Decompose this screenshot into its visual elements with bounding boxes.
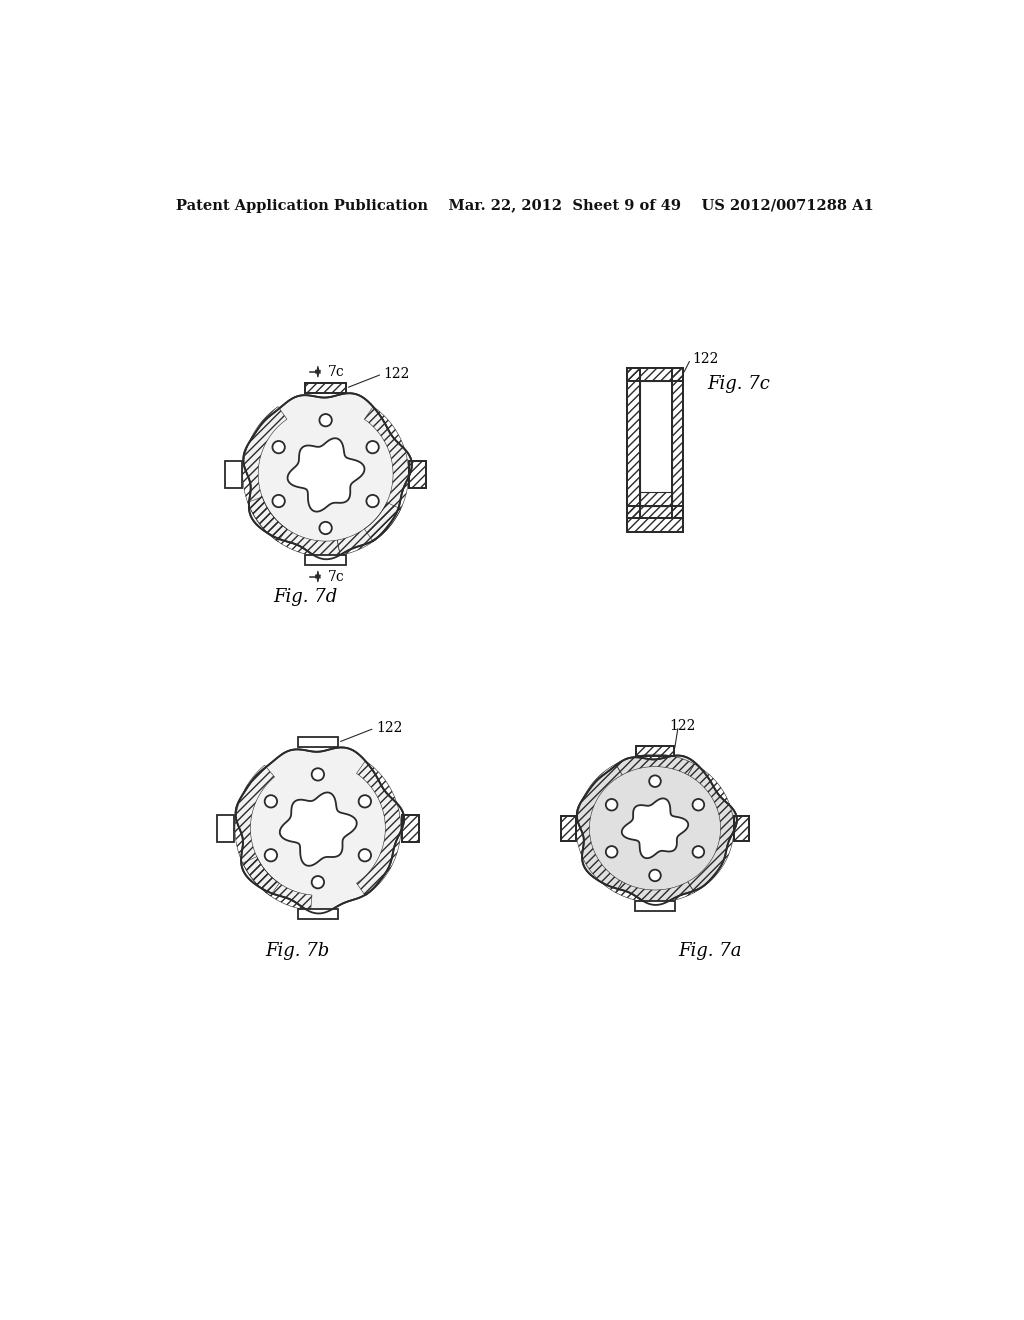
Bar (672, 368, 683, 519)
Bar (627, 519, 683, 532)
Bar (217, 814, 234, 842)
Bar (640, 380, 672, 506)
Bar (627, 506, 683, 519)
Circle shape (264, 849, 278, 862)
Circle shape (264, 795, 278, 808)
Bar (305, 383, 346, 393)
Bar (627, 368, 683, 380)
Circle shape (272, 495, 285, 507)
Bar (627, 368, 640, 519)
Bar (627, 368, 683, 532)
Circle shape (606, 799, 617, 810)
Text: 122: 122 (384, 367, 411, 381)
Bar (225, 461, 242, 487)
Bar (734, 816, 750, 841)
Circle shape (649, 870, 660, 882)
Text: 122: 122 (669, 719, 695, 733)
Text: Patent Application Publication    Mar. 22, 2012  Sheet 9 of 49    US 2012/007128: Patent Application Publication Mar. 22, … (176, 199, 873, 213)
Polygon shape (577, 755, 737, 906)
Bar (636, 746, 675, 755)
Bar (305, 383, 346, 393)
Text: 7c: 7c (328, 364, 345, 379)
Text: 122: 122 (692, 352, 719, 366)
Bar (627, 368, 640, 519)
Bar (672, 368, 683, 519)
Bar (640, 492, 672, 506)
Polygon shape (288, 438, 365, 512)
Circle shape (311, 876, 324, 888)
Text: Fig. 7d: Fig. 7d (273, 589, 337, 606)
Text: 122: 122 (376, 721, 402, 735)
Circle shape (319, 414, 332, 426)
Bar (635, 902, 675, 911)
Bar (410, 461, 426, 487)
Circle shape (272, 441, 285, 453)
Text: Fig. 7c: Fig. 7c (708, 375, 771, 392)
Circle shape (606, 846, 617, 858)
Bar (636, 746, 675, 755)
Circle shape (367, 441, 379, 453)
Polygon shape (236, 747, 404, 913)
Bar (298, 738, 338, 747)
Bar (640, 492, 672, 506)
Bar (401, 814, 419, 842)
Circle shape (319, 521, 332, 535)
Polygon shape (622, 799, 688, 858)
Bar (305, 554, 346, 565)
Bar (561, 816, 577, 841)
Text: 7c: 7c (328, 569, 345, 583)
Circle shape (692, 799, 705, 810)
Circle shape (311, 768, 324, 780)
Bar (627, 506, 683, 519)
Bar (561, 816, 577, 841)
Polygon shape (280, 792, 356, 866)
Circle shape (649, 775, 660, 787)
Bar (298, 909, 338, 919)
Text: Fig. 7a: Fig. 7a (678, 942, 741, 961)
Bar (627, 519, 683, 532)
Circle shape (692, 846, 705, 858)
Bar (627, 368, 683, 380)
Polygon shape (244, 393, 412, 560)
Bar (401, 814, 419, 842)
Bar (410, 461, 426, 487)
Circle shape (358, 795, 371, 808)
Text: Fig. 7b: Fig. 7b (265, 942, 330, 961)
Bar (734, 816, 750, 841)
Circle shape (358, 849, 371, 862)
Circle shape (367, 495, 379, 507)
